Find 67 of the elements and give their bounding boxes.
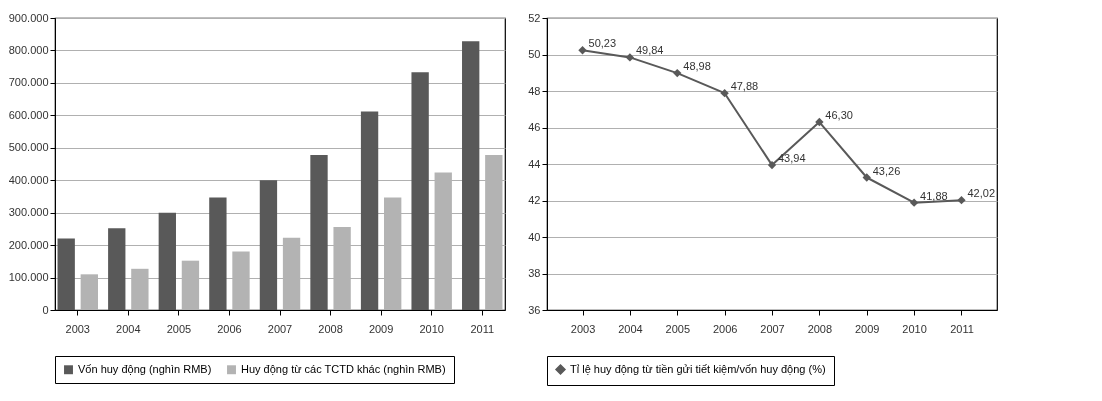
data-label: 42,02 (967, 187, 995, 200)
point (625, 53, 635, 62)
x-tick-label: 2007 (267, 322, 293, 335)
point (673, 68, 682, 78)
y-tick-label: 48 (528, 84, 541, 97)
y-tick-label: 46 (528, 121, 541, 133)
x-tick-label: 2008 (318, 322, 343, 335)
point (862, 173, 871, 182)
y-tick-label: 40 (528, 230, 541, 243)
y-tick-label: 0 (42, 303, 49, 316)
x-tick-label: 2009 (854, 322, 880, 335)
x-tick-label: 2010 (902, 322, 927, 335)
point (909, 198, 919, 207)
x-tick-label: 2005 (665, 322, 691, 335)
bar (310, 154, 328, 310)
bar (411, 72, 429, 310)
bar (108, 228, 126, 310)
x-tick-label: 2011 (470, 322, 495, 335)
x-tick-label: 2003 (570, 322, 596, 335)
data-label: 41,88 (920, 189, 948, 202)
legend-label: Vốn huy động (nghìn RMB) (78, 362, 212, 375)
y-tick-label: 600.000 (8, 108, 49, 121)
data-label: 48,98 (683, 60, 711, 73)
data-label: 49,84 (635, 44, 664, 57)
x-tick-label: 2008 (807, 322, 833, 335)
x-tick-label: 2005 (166, 322, 192, 335)
data-label: 47,88 (730, 80, 759, 93)
legend-label: Huy động từ các TCTD khác (nghìn RMB) (241, 362, 446, 375)
x-tick-label: 2006 (712, 322, 738, 335)
x-tick-label: 2007 (760, 322, 785, 335)
x-tick-label: 2011 (950, 322, 974, 335)
data-label: 46,30 (825, 109, 853, 122)
y-tick-label: 700.000 (8, 76, 49, 89)
point (767, 160, 777, 170)
y-tick-label: 38 (528, 267, 541, 279)
bar (360, 111, 379, 310)
x-tick-label: 2010 (419, 322, 444, 335)
bar (158, 212, 176, 310)
y-tick-label: 50 (528, 48, 541, 60)
point (578, 46, 587, 55)
data-label: 50,23 (588, 37, 617, 50)
y-tick-label: 36 (528, 303, 541, 316)
y-tick-label: 52 (528, 11, 541, 24)
y-tick-label: 42 (528, 194, 541, 206)
x-tick-label: 2009 (368, 322, 394, 335)
y-tick-label: 500.000 (8, 141, 49, 154)
x-tick-label: 2004 (116, 322, 141, 335)
y-tick-label: 100.000 (8, 271, 49, 284)
point (815, 117, 824, 127)
legend-label: Tỉ lệ huy động từ tiền gửi tiết kiệm/vốn huy động (%) (570, 362, 826, 375)
data-label: 43,94 (778, 152, 806, 165)
y-tick-label: 44 (528, 157, 541, 170)
bar (57, 238, 75, 310)
data-label: 43,26 (872, 164, 901, 177)
point (720, 89, 729, 98)
bar (259, 180, 278, 310)
point (957, 195, 966, 205)
bar (462, 41, 480, 310)
y-tick-label: 300.000 (8, 206, 49, 219)
x-tick-label: 2004 (618, 322, 643, 335)
y-tick-label: 900.000 (8, 11, 49, 24)
y-tick-label: 800.000 (8, 43, 49, 56)
y-tick-label: 200.000 (8, 238, 49, 251)
x-tick-label: 2006 (217, 322, 242, 335)
bar (209, 197, 227, 310)
y-tick-label: 400.000 (8, 173, 49, 186)
x-tick-label: 2003 (65, 322, 90, 335)
